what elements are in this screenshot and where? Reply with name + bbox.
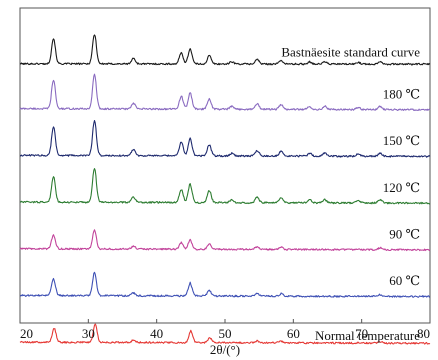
series-line-2 [19, 119, 431, 158]
x-axis-ticks: 20 30 40 50 60 70 80 [19, 319, 431, 341]
x-tick-label-6: 80 [417, 326, 430, 341]
series-line-5 [19, 271, 430, 298]
x-tick-label-4: 60 [287, 326, 300, 341]
x-tick-label-2: 40 [150, 326, 163, 341]
series-line-1 [19, 73, 431, 112]
series-label-5: 60 ℃ [389, 273, 420, 288]
series-line-4 [19, 229, 431, 252]
x-tick-label-5: 70 [355, 326, 368, 341]
series-label-1: 180 ℃ [383, 86, 420, 101]
plot-frame [19, 7, 431, 324]
series-label-4: 90 ℃ [389, 227, 420, 242]
series-label-6: Normal temperature [315, 328, 420, 343]
x-tick-label-3: 50 [219, 326, 232, 341]
series-line-6 [19, 323, 431, 345]
series-label-0: Bastnäesite standard curve [281, 45, 420, 60]
series-label-3: 120 ℃ [383, 180, 420, 195]
series-layer [19, 34, 431, 345]
series-label-2: 150 ℃ [383, 133, 420, 148]
x-axis-title: 2θ/(°) [210, 342, 240, 357]
series-line-0 [19, 34, 431, 66]
x-tick-label-1: 30 [82, 326, 95, 341]
x-tick-label-0: 20 [20, 326, 33, 341]
series-label-layer: Bastnäesite standard curve 180 ℃ 150 ℃ 120 … [281, 45, 420, 343]
series-line-3 [19, 168, 431, 205]
